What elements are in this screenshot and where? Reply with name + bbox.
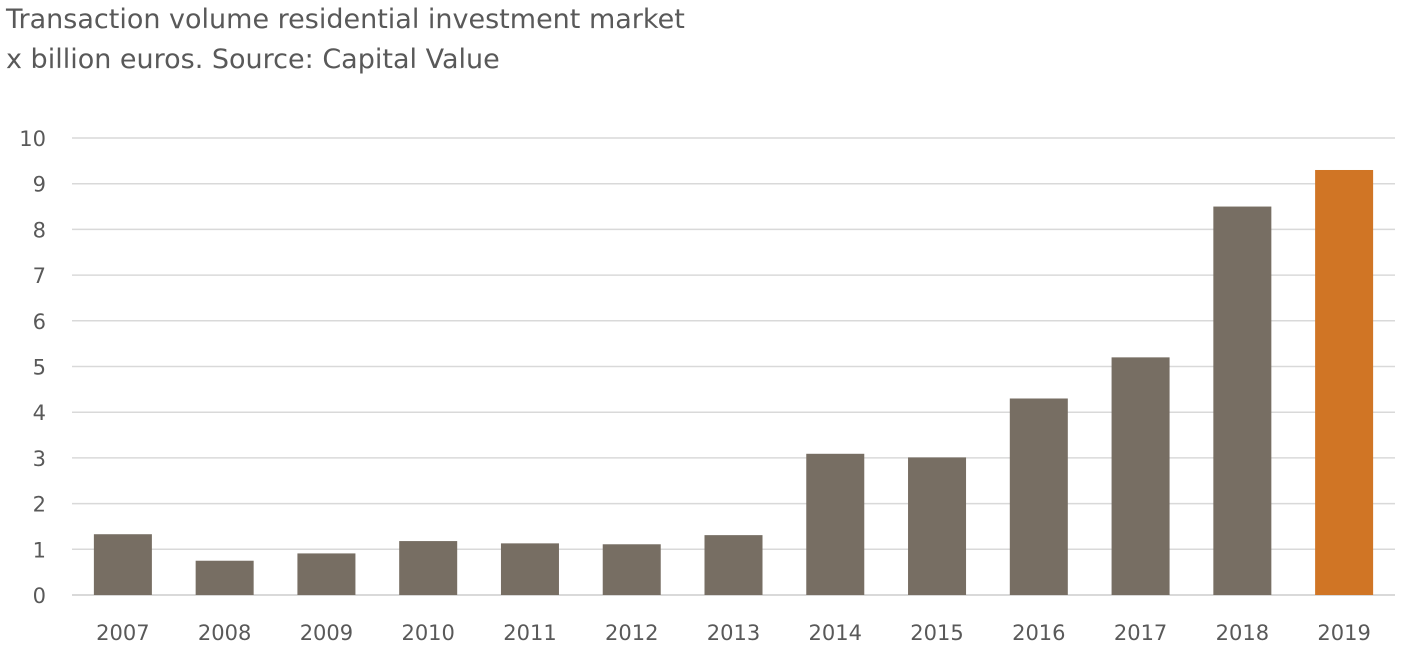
bar-2008 [195, 560, 254, 595]
bar-2012 [602, 544, 661, 595]
x-tick-label: 2019 [1317, 621, 1370, 645]
y-tick-label: 8 [33, 218, 46, 242]
x-tick-label: 2014 [809, 621, 862, 645]
x-tick-label: 2009 [300, 621, 353, 645]
x-tick-label: 2008 [198, 621, 251, 645]
bar-2019 [1315, 169, 1374, 596]
bar-2007 [93, 534, 152, 595]
y-tick-label: 10 [19, 127, 46, 151]
bar-2011 [500, 543, 559, 595]
x-tick-label: 2013 [707, 621, 760, 645]
y-tick-label: 9 [33, 173, 46, 197]
y-tick-label: 4 [33, 401, 46, 425]
bar-2013 [704, 535, 763, 595]
x-tick-label: 2018 [1216, 621, 1269, 645]
x-tick-label: 2011 [503, 621, 556, 645]
y-tick-label: 1 [33, 538, 46, 562]
bar-2009 [297, 553, 356, 595]
bar-2016 [1009, 398, 1068, 595]
x-tick-label: 2016 [1012, 621, 1065, 645]
bar-2018 [1213, 206, 1272, 596]
y-tick-label: 5 [33, 356, 46, 380]
y-tick-label: 6 [33, 310, 46, 334]
chart-title: Transaction volume residential investmen… [6, 4, 685, 35]
bar-2010 [399, 541, 458, 595]
x-tick-label: 2010 [401, 621, 454, 645]
chart-subtitle: x billion euros. Source: Capital Value [6, 44, 500, 75]
bar-2015 [908, 457, 967, 595]
bar-2017 [1111, 357, 1170, 595]
x-tick-label: 2007 [96, 621, 149, 645]
y-tick-label: 2 [33, 493, 46, 517]
x-tick-label: 2015 [910, 621, 963, 645]
y-tick-label: 7 [33, 264, 46, 288]
bar-2014 [806, 453, 865, 595]
y-tick-label: 0 [33, 584, 46, 608]
x-tick-label: 2012 [605, 621, 658, 645]
y-tick-label: 3 [33, 447, 46, 471]
x-tick-label: 2017 [1114, 621, 1167, 645]
